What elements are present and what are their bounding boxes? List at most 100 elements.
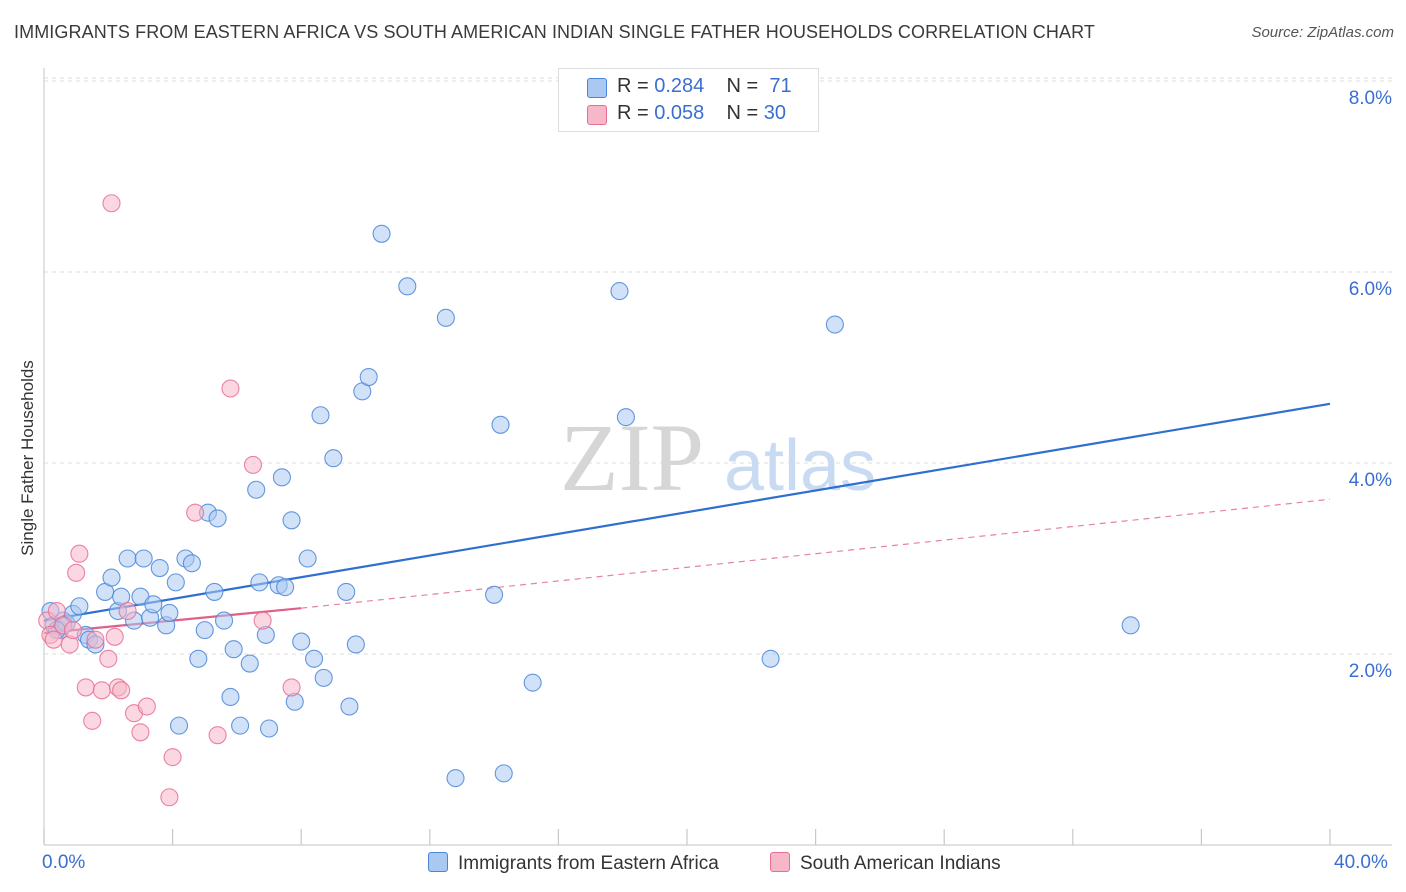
point-eastern-africa: [250, 573, 269, 592]
point-eastern-africa: [208, 509, 227, 528]
point-south-american-indians: [44, 630, 63, 649]
point-eastern-africa: [616, 408, 635, 427]
point-eastern-africa: [182, 554, 201, 573]
point-eastern-africa: [102, 568, 121, 587]
point-south-american-indians: [118, 601, 137, 621]
point-eastern-africa: [825, 315, 844, 334]
point-south-american-indians: [163, 748, 182, 767]
source-credit: Source: ZipAtlas.com: [1251, 24, 1394, 41]
point-south-american-indians: [67, 563, 86, 582]
bottom-legend-label: Immigrants from Eastern Africa: [458, 853, 719, 874]
point-south-american-indians: [186, 503, 205, 522]
legend-r-value: 0.284: [654, 75, 705, 97]
point-south-american-indians: [112, 681, 131, 700]
legend-r-label: R =: [617, 75, 655, 97]
axes: [43, 68, 1392, 846]
point-eastern-africa: [118, 549, 137, 568]
point-eastern-africa: [491, 415, 510, 434]
point-eastern-africa: [144, 595, 163, 614]
y-tick-label: 8.0%: [1349, 88, 1392, 109]
point-eastern-africa: [298, 549, 317, 568]
bottom-legend-swatch-blue: [428, 852, 448, 872]
point-south-american-indians: [102, 194, 121, 213]
point-south-american-indians: [282, 678, 301, 697]
point-eastern-africa: [134, 549, 153, 568]
legend-n-value: 71: [769, 75, 792, 97]
correlation-legend: R = 0.284 N = 71 R = 0.058 N = 30: [558, 68, 819, 132]
point-south-american-indians: [63, 621, 82, 640]
legend-n-label: N =: [726, 102, 764, 124]
legend-swatch-pink: [587, 105, 607, 125]
gridlines: [44, 77, 1392, 655]
point-south-american-indians: [76, 678, 95, 697]
point-eastern-africa: [166, 573, 185, 592]
point-south-american-indians: [131, 723, 150, 742]
point-eastern-africa: [340, 697, 359, 716]
point-eastern-africa: [240, 654, 259, 673]
legend-n-label: N =: [726, 75, 764, 97]
bottom-legend-south-american-indians: South American Indians: [770, 852, 1001, 875]
point-eastern-africa: [372, 224, 391, 243]
point-eastern-africa: [160, 603, 179, 622]
point-eastern-africa: [324, 449, 343, 468]
point-eastern-africa: [70, 597, 89, 616]
point-eastern-africa: [221, 687, 240, 707]
point-eastern-africa: [150, 558, 169, 578]
legend-n-value: 30: [763, 102, 787, 124]
point-eastern-africa: [346, 635, 365, 654]
point-eastern-africa: [314, 668, 333, 687]
point-eastern-africa: [305, 649, 324, 668]
x-tick-label-min: 0.0%: [42, 852, 86, 873]
point-south-american-indians: [70, 544, 89, 563]
bottom-legend-eastern-africa: Immigrants from Eastern Africa: [428, 852, 719, 875]
bottom-legend-label: South American Indians: [800, 853, 1001, 874]
point-eastern-africa: [398, 277, 417, 296]
point-eastern-africa: [610, 282, 629, 301]
point-south-american-indians: [253, 611, 272, 630]
point-eastern-africa: [224, 640, 243, 659]
point-south-american-indians: [160, 788, 179, 807]
legend-swatch-blue: [587, 78, 607, 98]
y-axis-label: Single Father Households: [18, 360, 37, 556]
y-tick-labels: 2.0% 4.0% 6.0% 8.0%: [1349, 88, 1392, 682]
point-eastern-africa: [523, 673, 542, 692]
point-eastern-africa: [247, 480, 266, 499]
point-south-american-indians: [86, 630, 105, 649]
point-south-american-indians: [92, 681, 111, 700]
point-south-american-indians: [83, 711, 102, 730]
point-eastern-africa: [494, 764, 513, 783]
y-tick-label: 4.0%: [1349, 470, 1392, 491]
point-eastern-africa: [337, 582, 356, 601]
point-eastern-africa: [311, 406, 330, 425]
point-eastern-africa: [189, 649, 208, 668]
point-south-american-indians: [243, 455, 263, 474]
point-eastern-africa: [276, 578, 295, 597]
point-eastern-africa: [436, 308, 455, 327]
chart-title: IMMIGRANTS FROM EASTERN AFRICA VS SOUTH …: [14, 22, 1095, 42]
y-tick-label: 2.0%: [1349, 661, 1392, 682]
x-tick-label-max: 40.0%: [1334, 852, 1388, 873]
legend-r-value: 0.058: [654, 102, 705, 124]
point-eastern-africa: [359, 367, 378, 387]
point-eastern-africa: [761, 649, 780, 668]
point-eastern-africa: [1121, 616, 1140, 635]
point-eastern-africa: [259, 719, 279, 738]
point-eastern-africa: [195, 621, 214, 640]
point-south-american-indians: [221, 379, 240, 398]
point-eastern-africa: [231, 716, 250, 735]
point-eastern-africa: [446, 769, 465, 788]
y-tick-label: 6.0%: [1349, 279, 1392, 300]
point-south-american-indians: [105, 627, 124, 646]
point-eastern-africa: [292, 632, 311, 651]
point-eastern-africa: [485, 585, 504, 604]
point-eastern-africa: [169, 716, 189, 735]
point-eastern-africa: [205, 582, 224, 601]
point-south-american-indians: [208, 726, 227, 745]
legend-r-label: R =: [617, 102, 655, 124]
point-south-american-indians: [99, 649, 118, 668]
point-eastern-africa: [282, 511, 301, 530]
trend-line-south-american-indians-extension: [301, 498, 1331, 609]
point-eastern-africa: [214, 611, 234, 630]
bottom-legend-swatch-pink: [770, 852, 790, 872]
